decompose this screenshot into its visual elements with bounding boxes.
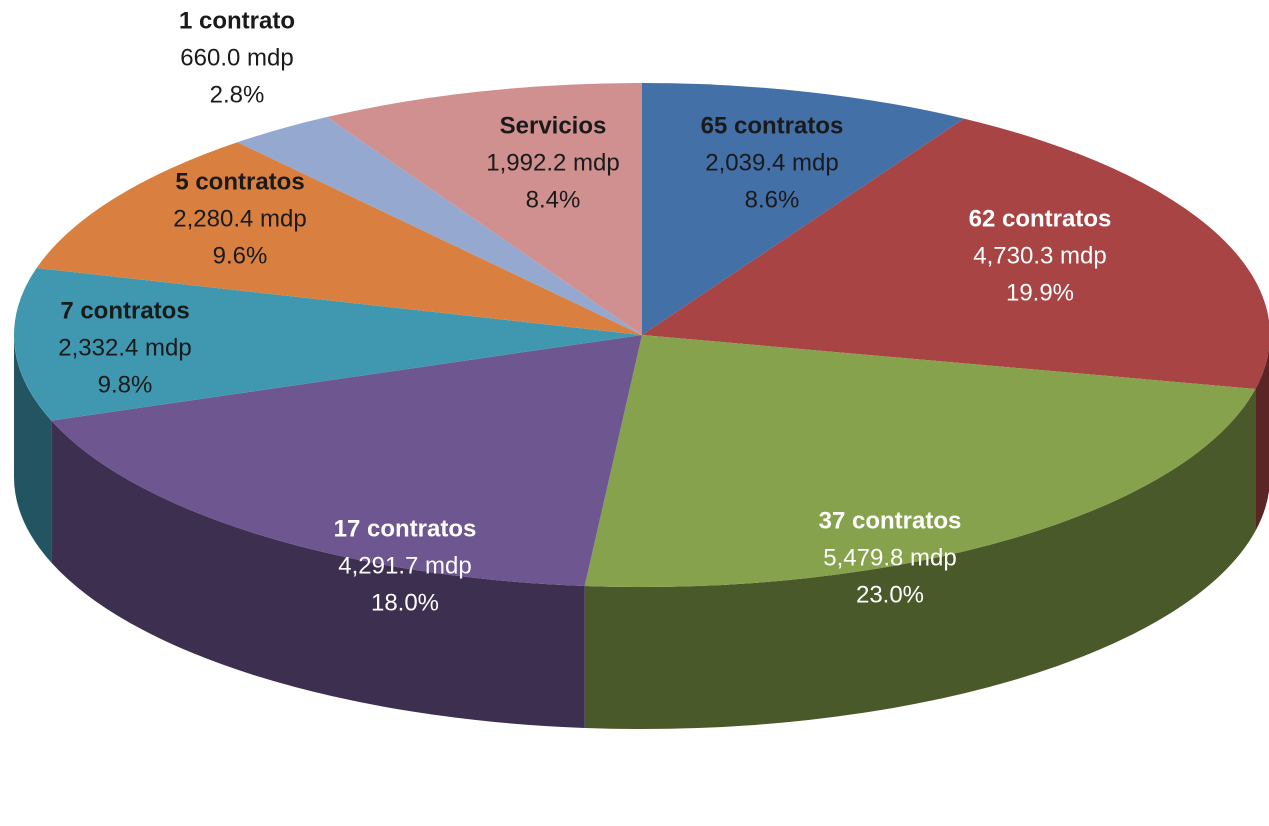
slice-name: 62 contratos <box>969 205 1112 232</box>
slice-name: 37 contratos <box>819 507 962 534</box>
slice <box>51 335 643 586</box>
slice <box>36 142 642 335</box>
value-label: 4,730.3 mdp <box>973 242 1106 269</box>
slice-name: 17 contratos <box>334 515 477 542</box>
slice-side <box>14 335 52 563</box>
slice-name: Servicios <box>500 112 607 139</box>
value-label: 4,291.7 mdp <box>338 552 471 579</box>
value-label: 5,479.8 mdp <box>823 544 956 571</box>
value-label: 1,992.2 mdp <box>486 149 619 176</box>
slice <box>237 117 642 335</box>
slice <box>642 83 964 335</box>
percent-label: 8.4% <box>526 186 581 213</box>
percent-label: 2.8% <box>210 81 265 108</box>
percent-label: 9.6% <box>213 242 268 269</box>
slice-side <box>1255 348 1269 531</box>
value-label: 2,280.4 mdp <box>173 205 306 232</box>
slice-side <box>584 388 1256 730</box>
value-label: 2,039.4 mdp <box>705 149 838 176</box>
slice <box>642 118 1269 389</box>
value-label: 2,332.4 mdp <box>58 334 191 361</box>
slice-name: 7 contratos <box>60 297 189 324</box>
percent-label: 23.0% <box>856 581 924 608</box>
percent-label: 9.8% <box>98 371 153 398</box>
slice-name: 1 contrato <box>179 7 295 34</box>
slice-side <box>51 420 585 728</box>
percent-label: 18.0% <box>371 589 439 616</box>
slice <box>13 268 643 421</box>
slice <box>326 83 642 335</box>
percent-label: 8.6% <box>745 186 800 213</box>
slice-name: 5 contratos <box>175 168 304 195</box>
slice-name: 65 contratos <box>701 112 844 139</box>
slice <box>584 335 1256 587</box>
percent-label: 19.9% <box>1006 279 1074 306</box>
value-label: 660.0 mdp <box>180 44 293 71</box>
